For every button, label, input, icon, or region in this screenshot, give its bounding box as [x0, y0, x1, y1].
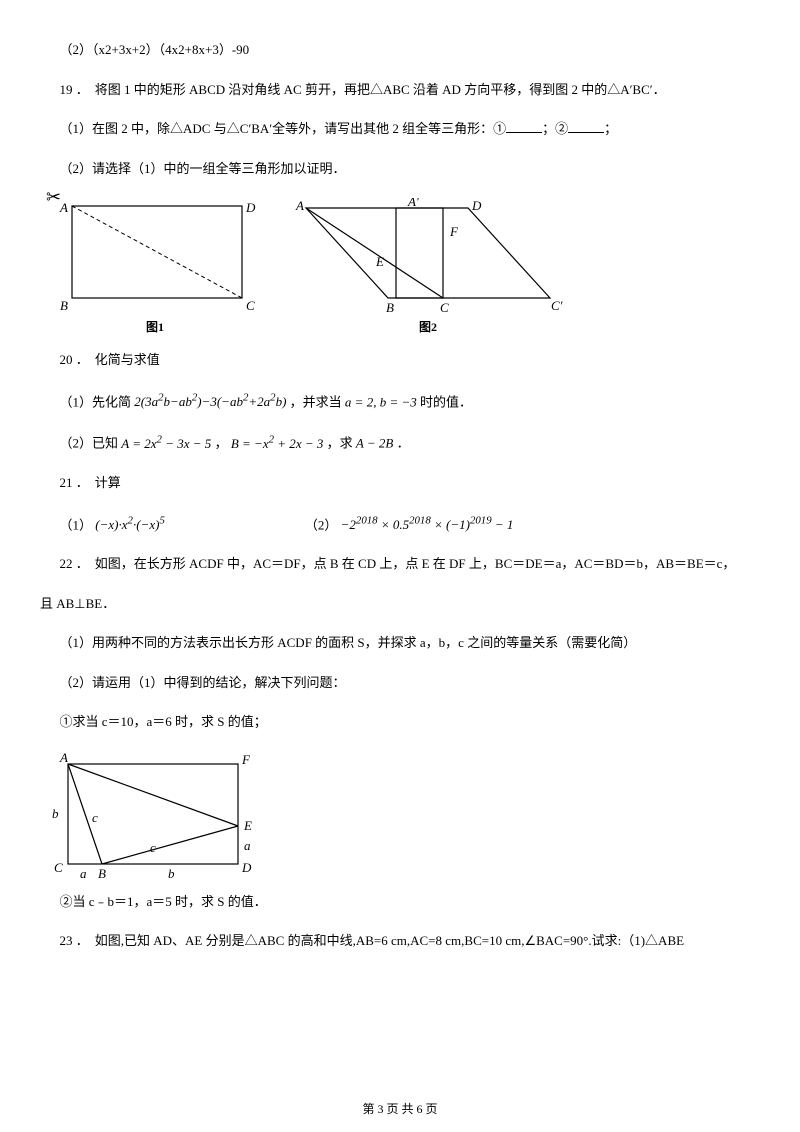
fig1-caption: 图1 [50, 318, 260, 336]
fig2-C: C [440, 300, 449, 315]
q21-e1-expr: (−x)·x2·(−x)5 [95, 517, 165, 532]
q20-p2end: ． [397, 436, 410, 451]
q20-p2a: （2）已知 [60, 436, 119, 451]
fig3-D: D [241, 860, 252, 875]
q20-p2ask: ，求 [327, 436, 353, 451]
q20-p1end: 时的值． [420, 394, 472, 409]
q19-p1b: ；② [542, 121, 568, 136]
q20-p1a: （1）先化简 [60, 394, 132, 409]
q22-stem2: 且 AB⊥BE． [40, 594, 760, 614]
fig3-svg: A F C D B E b a b a c c [40, 752, 260, 882]
fig1-B: B [60, 298, 68, 313]
q21-e2-expr: −22018 × 0.52018 × (−1)2019 − 1 [341, 517, 514, 532]
q20-p1: （1）先化简 2(3a2b−ab2)−3(−ab2+2a2b) ，并求当 a =… [40, 390, 760, 412]
fig2-Ap: A′ [407, 198, 419, 209]
page-footer: 第 3 页 共 6 页 [0, 1100, 800, 1118]
q21-e2: （2） −22018 × 0.52018 × (−1)2019 − 1 [305, 513, 514, 535]
fig2-svg: A A′ D F E B C C′ [288, 198, 568, 316]
q21-expressions: （1） (−x)·x2·(−x)5 （2） −22018 × 0.52018 ×… [40, 513, 760, 535]
scissors-icon: ✂ [46, 184, 61, 211]
expr-top: （2）（x2+3x+2）（4x2+8x+3）-90 [40, 40, 760, 60]
fig1-svg: A D B C [50, 198, 260, 316]
q19-p1: （1）在图 2 中，除△ADC 与△C′BA′全等外，请写出其他 2 组全等三角… [40, 119, 760, 139]
fig3-b2: b [168, 866, 175, 881]
fig2-Cp: C′ [551, 298, 563, 313]
fig3-E: E [243, 818, 252, 833]
fig3-F: F [241, 752, 251, 767]
fig2-B: B [386, 300, 394, 315]
fig3-A: A [59, 752, 68, 765]
fig3-c2: c [150, 840, 156, 855]
q20-p2-A: A = 2x2 − 3x − 5 [121, 436, 211, 451]
q19-p1c: ； [604, 121, 617, 136]
q21-e2-label: （2） [305, 517, 338, 532]
q20-p1-expr: 2(3a2b−ab2)−3(−ab2+2a2b) [134, 394, 286, 409]
q22-p4: ②当 c﹣b＝1，a＝5 时，求 S 的值． [40, 892, 760, 912]
q19-p2: （2）请选择（1）中的一组全等三角形加以证明． [40, 159, 760, 179]
fig3-a2: a [244, 838, 251, 853]
q20-num: 20 ． [60, 352, 89, 367]
q20-p2mid: ， [215, 436, 228, 451]
fig2-caption: 图2 [288, 318, 568, 336]
fig2-A: A [295, 198, 304, 213]
blank-1 [506, 120, 542, 133]
q20-p2: （2）已知 A = 2x2 − 3x − 5 ， B = −x2 + 2x − … [40, 431, 760, 453]
fig2-F: F [449, 224, 459, 239]
fig3-a1: a [80, 866, 87, 881]
q21-stem: 21 ． 计算 [40, 473, 760, 493]
q21-text: 计算 [95, 475, 121, 490]
fig1-wrap: ✂ A D B C 图1 [50, 198, 260, 336]
q19-p1a: （1）在图 2 中，除△ADC 与△C′BA′全等外，请写出其他 2 组全等三角… [60, 121, 507, 136]
q19-num: 19 ． [60, 82, 89, 97]
fig2-E: E [375, 254, 384, 269]
fig2-wrap: A A′ D F E B C C′ 图2 [288, 198, 568, 336]
q20-p2-B: B = −x2 + 2x − 3 [231, 436, 324, 451]
fig3-b1: b [52, 806, 59, 821]
q21-e1: （1） (−x)·x2·(−x)5 [60, 513, 165, 535]
q19-stem: 19 ． 将图 1 中的矩形 ABCD 沿对角线 AC 剪开，再把△ABC 沿着 … [40, 80, 760, 100]
q22-stem: 22 ． 如图，在长方形 ACDF 中，AC＝DF，点 B 在 CD 上，点 E … [40, 554, 760, 574]
fig3-c1: c [92, 810, 98, 825]
q23-text: 如图,已知 AD、AE 分别是△ABC 的高和中线,AB=6 cm,AC=8 c… [95, 933, 684, 948]
q21-num: 21 ． [60, 475, 89, 490]
q20-p1mid: ，并求当 [290, 394, 342, 409]
fig3-wrap: A F C D B E b a b a c c [40, 752, 760, 882]
q21-e1-label: （1） [60, 517, 93, 532]
q20-p1-cond: a = 2, b = −3 [345, 394, 417, 409]
q20-p2-target: A − 2B [356, 436, 393, 451]
q22-text: 如图，在长方形 ACDF 中，AC＝DF，点 B 在 CD 上，点 E 在 DF… [95, 556, 736, 571]
q20-text: 化简与求值 [95, 352, 160, 367]
fig1-D: D [245, 200, 256, 215]
q19-text: 将图 1 中的矩形 ABCD 沿对角线 AC 剪开，再把△ABC 沿着 AD 方… [95, 82, 666, 97]
blank-2 [568, 120, 604, 133]
q22-p3: ①求当 c＝10，a＝6 时，求 S 的值； [40, 712, 760, 732]
q20-stem: 20 ． 化简与求值 [40, 350, 760, 370]
q23-stem: 23 ． 如图,已知 AD、AE 分别是△ABC 的高和中线,AB=6 cm,AC… [40, 931, 760, 951]
q22-p2: （2）请运用（1）中得到的结论，解决下列问题： [40, 673, 760, 693]
q23-num: 23 ． [60, 933, 89, 948]
fig2-D: D [471, 198, 482, 213]
q19-figures: ✂ A D B C 图1 A A′ D F E B C C′ [50, 198, 760, 336]
fig3-C: C [54, 860, 63, 875]
fig3-B: B [98, 866, 106, 881]
fig1-C: C [246, 298, 255, 313]
q22-p1: （1）用两种不同的方法表示出长方形 ACDF 的面积 S，并探求 a，b，c 之… [40, 633, 760, 653]
q22-num: 22 ． [60, 556, 89, 571]
